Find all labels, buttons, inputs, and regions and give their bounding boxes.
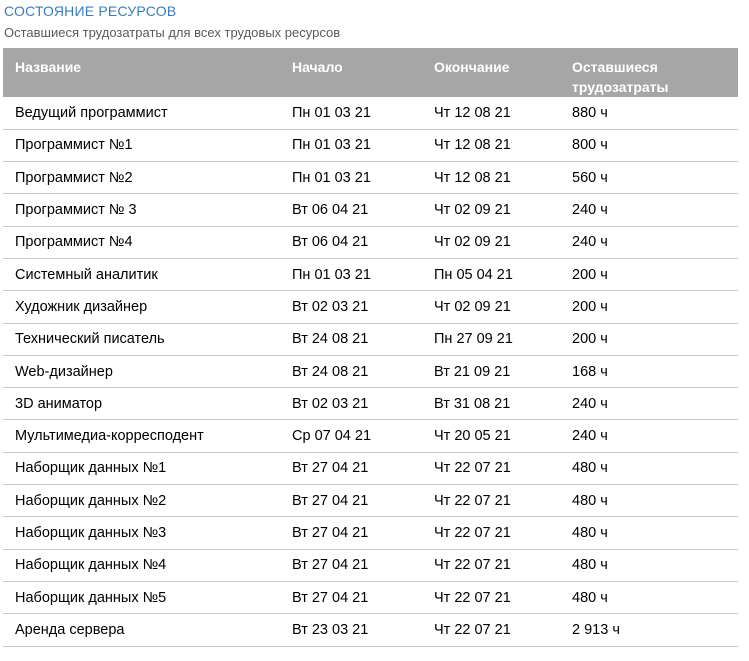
cell-start: Вт 27 04 21 bbox=[280, 581, 422, 615]
column-header-name[interactable]: Название bbox=[3, 48, 280, 97]
table-row[interactable]: 3D аниматор Вт 02 03 21 Вт 31 08 21 240 ч bbox=[3, 387, 738, 421]
cell-remaining-work: 560 ч bbox=[560, 161, 738, 195]
cell-name: Программист № 3 bbox=[3, 193, 280, 227]
table-row[interactable]: Программист № 3 Вт 06 04 21 Чт 02 09 21 240… bbox=[3, 193, 738, 227]
cell-name: Наборщик данных №2 bbox=[3, 484, 280, 518]
cell-remaining-work: 240 ч bbox=[560, 193, 738, 227]
table-row[interactable]: Web-дизайнер Вт 24 08 21 Вт 21 09 21 168 ч bbox=[3, 355, 738, 389]
cell-remaining-work: 240 ч bbox=[560, 419, 738, 453]
cell-end: Чт 22 07 21 bbox=[422, 516, 560, 550]
cell-end: Чт 22 07 21 bbox=[422, 484, 560, 518]
table-header-row: Название Начало Окончание Оставшиеся тру… bbox=[3, 48, 738, 97]
cell-start: Пн 01 03 21 bbox=[280, 129, 422, 163]
cell-remaining-work: 240 ч bbox=[560, 387, 738, 421]
cell-start: Пн 01 03 21 bbox=[280, 161, 422, 195]
report-subtitle: Оставшиеся трудозатраты для всех трудовы… bbox=[4, 25, 341, 40]
cell-name: Наборщик данных №1 bbox=[3, 452, 280, 486]
cell-end: Чт 12 08 21 bbox=[422, 129, 560, 163]
report-title: СОСТОЯНИЕ РЕСУРСОВ bbox=[4, 3, 177, 19]
table-row[interactable]: Художник дизайнер Вт 02 03 21 Чт 02 09 21 2… bbox=[3, 290, 738, 324]
cell-start: Вт 27 04 21 bbox=[280, 549, 422, 582]
cell-remaining-work: 168 ч bbox=[560, 355, 738, 389]
cell-start: Вт 27 04 21 bbox=[280, 452, 422, 486]
cell-end: Чт 02 09 21 bbox=[422, 193, 560, 227]
column-header-start[interactable]: Начало bbox=[280, 48, 422, 97]
resource-status-table: Название Начало Окончание Оставшиеся тру… bbox=[3, 48, 738, 647]
table-row[interactable]: Наборщик данных №1 Вт 27 04 21 Чт 22 07 21… bbox=[3, 452, 738, 486]
cell-end: Вт 21 09 21 bbox=[422, 355, 560, 389]
cell-end: Чт 22 07 21 bbox=[422, 549, 560, 582]
cell-name: 3D аниматор bbox=[3, 387, 280, 421]
table-row[interactable]: Программист №2 Пн 01 03 21 Чт 12 08 21 560 … bbox=[3, 161, 738, 195]
cell-end: Чт 22 07 21 bbox=[422, 581, 560, 615]
table-body: Ведущий программист Пн 01 03 21 Чт 12 08 2… bbox=[3, 97, 738, 647]
cell-remaining-work: 880 ч bbox=[560, 97, 738, 130]
table-row[interactable]: Наборщик данных №3 Вт 27 04 21 Чт 22 07 21… bbox=[3, 516, 738, 550]
cell-remaining-work: 200 ч bbox=[560, 258, 738, 292]
cell-end: Чт 22 07 21 bbox=[422, 452, 560, 486]
cell-start: Пн 01 03 21 bbox=[280, 97, 422, 130]
cell-name: Системный аналитик bbox=[3, 258, 280, 292]
cell-remaining-work: 480 ч bbox=[560, 516, 738, 550]
cell-start: Вт 02 03 21 bbox=[280, 290, 422, 324]
cell-name: Наборщик данных №3 bbox=[3, 516, 280, 550]
cell-name: Ведущий программист bbox=[3, 97, 280, 130]
table-row[interactable]: Системный аналитик Пн 01 03 21 Пн 05 04 21… bbox=[3, 258, 738, 292]
cell-name: Программист №4 bbox=[3, 226, 280, 259]
cell-start: Вт 27 04 21 bbox=[280, 516, 422, 550]
cell-end: Чт 02 09 21 bbox=[422, 290, 560, 324]
table-row[interactable]: Наборщик данных №4 Вт 27 04 21 Чт 22 07 21… bbox=[3, 549, 738, 582]
cell-end: Чт 02 09 21 bbox=[422, 226, 560, 259]
cell-name: Наборщик данных №5 bbox=[3, 581, 280, 615]
cell-end: Пн 05 04 21 bbox=[422, 258, 560, 292]
cell-start: Вт 23 03 21 bbox=[280, 613, 422, 647]
cell-remaining-work: 480 ч bbox=[560, 581, 738, 615]
cell-remaining-work: 480 ч bbox=[560, 452, 738, 486]
cell-start: Вт 02 03 21 bbox=[280, 387, 422, 421]
cell-name: Аренда сервера bbox=[3, 613, 280, 647]
cell-start: Вт 24 08 21 bbox=[280, 355, 422, 389]
column-header-end[interactable]: Окончание bbox=[422, 48, 560, 97]
cell-end: Чт 12 08 21 bbox=[422, 97, 560, 130]
cell-remaining-work: 480 ч bbox=[560, 484, 738, 518]
table-row[interactable]: Мультимедиа-корресподент Ср 07 04 21 Чт 20… bbox=[3, 419, 738, 453]
cell-start: Вт 24 08 21 bbox=[280, 323, 422, 356]
cell-start: Вт 27 04 21 bbox=[280, 484, 422, 518]
cell-end: Чт 22 07 21 bbox=[422, 613, 560, 647]
cell-name: Художник дизайнер bbox=[3, 290, 280, 324]
cell-remaining-work: 200 ч bbox=[560, 323, 738, 356]
cell-name: Мультимедиа-корресподент bbox=[3, 419, 280, 453]
table-row[interactable]: Программист №1 Пн 01 03 21 Чт 12 08 21 800 … bbox=[3, 129, 738, 163]
cell-name: Программист №1 bbox=[3, 129, 280, 163]
cell-remaining-work: 800 ч bbox=[560, 129, 738, 163]
table-row[interactable]: Аренда сервера Вт 23 03 21 Чт 22 07 21 2 91… bbox=[3, 613, 738, 647]
cell-start: Ср 07 04 21 bbox=[280, 419, 422, 453]
cell-end: Пн 27 09 21 bbox=[422, 323, 560, 356]
cell-remaining-work: 2 913 ч bbox=[560, 613, 738, 647]
column-header-remaining-work[interactable]: Оставшиеся трудозатраты bbox=[560, 48, 738, 97]
cell-name: Web-дизайнер bbox=[3, 355, 280, 389]
cell-end: Чт 12 08 21 bbox=[422, 161, 560, 195]
cell-remaining-work: 200 ч bbox=[560, 290, 738, 324]
table-row[interactable]: Наборщик данных №2 Вт 27 04 21 Чт 22 07 21… bbox=[3, 484, 738, 518]
table-row[interactable]: Программист №4 Вт 06 04 21 Чт 02 09 21 240 … bbox=[3, 226, 738, 259]
table-header: Название Начало Окончание Оставшиеся тру… bbox=[3, 48, 738, 97]
cell-start: Вт 06 04 21 bbox=[280, 226, 422, 259]
cell-start: Вт 06 04 21 bbox=[280, 193, 422, 227]
cell-end: Вт 31 08 21 bbox=[422, 387, 560, 421]
cell-name: Наборщик данных №4 bbox=[3, 549, 280, 582]
cell-name: Технический писатель bbox=[3, 323, 280, 356]
table-row[interactable]: Технический писатель Вт 24 08 21 Пн 27 09 … bbox=[3, 323, 738, 356]
cell-name: Программист №2 bbox=[3, 161, 280, 195]
cell-remaining-work: 240 ч bbox=[560, 226, 738, 259]
table-row[interactable]: Ведущий программист Пн 01 03 21 Чт 12 08 2… bbox=[3, 97, 738, 130]
cell-remaining-work: 480 ч bbox=[560, 549, 738, 582]
cell-end: Чт 20 05 21 bbox=[422, 419, 560, 453]
table-row[interactable]: Наборщик данных №5 Вт 27 04 21 Чт 22 07 21… bbox=[3, 581, 738, 615]
cell-start: Пн 01 03 21 bbox=[280, 258, 422, 292]
